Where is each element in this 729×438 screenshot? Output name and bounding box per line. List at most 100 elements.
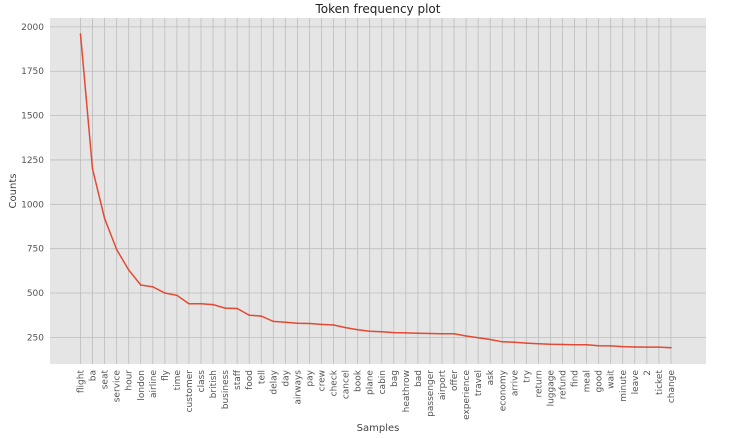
- x-tick-label: travel: [474, 370, 484, 396]
- data-point: [429, 332, 431, 335]
- data-point: [248, 314, 250, 317]
- x-tick-label: food: [245, 370, 255, 390]
- x-axis-label: Samples: [357, 423, 400, 434]
- data-point: [417, 332, 419, 335]
- data-point: [441, 332, 443, 335]
- x-tick-label: plane: [366, 370, 376, 395]
- data-points: [79, 33, 672, 349]
- data-point: [597, 344, 600, 347]
- x-tick-label: economy: [498, 369, 508, 411]
- data-point: [176, 294, 178, 297]
- x-tick-label: ba: [89, 370, 99, 381]
- data-point: [501, 341, 504, 343]
- x-tick-label: heathrow: [402, 370, 412, 412]
- x-tick-label: tell: [257, 370, 267, 384]
- data-point: [296, 322, 299, 324]
- series-line: [79, 33, 672, 349]
- data-point: [525, 342, 528, 344]
- data-point: [260, 315, 263, 317]
- data-point: [200, 302, 202, 305]
- x-tick-label: class: [197, 370, 207, 393]
- x-tick-label: customer: [185, 370, 195, 413]
- data-point: [139, 284, 142, 286]
- data-point: [465, 335, 467, 337]
- data-point: [164, 292, 166, 294]
- data-point: [91, 168, 94, 170]
- x-tick-label: crew: [318, 370, 328, 391]
- data-point: [646, 346, 648, 348]
- data-point: [236, 307, 238, 310]
- data-point: [405, 332, 407, 334]
- y-tick-label: 1500: [21, 112, 44, 122]
- x-tick-label: check: [330, 369, 340, 396]
- data-point: [344, 326, 347, 329]
- x-tick-label: book: [354, 369, 364, 392]
- x-tick-label: pay: [305, 369, 315, 386]
- data-point: [634, 346, 636, 348]
- data-point: [152, 286, 154, 288]
- y-axis-label: Counts: [8, 174, 19, 209]
- x-tick-label: fly: [161, 369, 171, 381]
- x-tick-label: delay: [269, 369, 279, 394]
- data-point: [368, 330, 371, 332]
- data-point: [284, 321, 287, 324]
- plot-area: [50, 18, 706, 364]
- data-point: [224, 307, 226, 309]
- x-tick-label: business: [221, 370, 231, 410]
- x-tick-label: seat: [101, 370, 111, 390]
- x-tick-label: leave: [631, 370, 641, 395]
- chart-title: Token frequency plot: [315, 2, 441, 16]
- data-point: [658, 346, 660, 348]
- x-tick-label: offer: [450, 370, 460, 391]
- x-tick-label: staff: [233, 369, 243, 390]
- data-point: [453, 333, 455, 335]
- y-tick-label: 1000: [21, 200, 44, 210]
- data-point: [188, 302, 190, 305]
- data-point: [549, 343, 552, 346]
- data-point: [308, 322, 311, 325]
- data-point: [356, 328, 359, 331]
- x-tick-label: arrive: [510, 370, 520, 397]
- x-tick-label: cabin: [378, 370, 388, 394]
- data-point: [513, 341, 516, 343]
- data-point: [212, 303, 214, 306]
- x-tick-label: wait: [607, 370, 617, 389]
- x-tick-label: minute: [619, 370, 629, 402]
- x-tick-label: refund: [559, 370, 569, 399]
- x-tick-label: ticket: [655, 370, 665, 395]
- y-tick-label: 2000: [21, 23, 44, 33]
- x-tick-label: cancel: [342, 370, 352, 399]
- x-gridlines: [80, 18, 672, 364]
- x-tick-label: luggage: [546, 370, 556, 407]
- x-tick-label: meal: [583, 370, 593, 392]
- data-point: [79, 33, 82, 35]
- data-point: [115, 248, 118, 251]
- x-tick-label: passenger: [426, 370, 436, 417]
- y-tick-labels: 250 500 750 1000 1250 1500 1750 2000: [21, 23, 44, 344]
- x-tick-label: change: [667, 370, 677, 404]
- x-tick-label: airways: [293, 370, 303, 405]
- x-tick-label: london: [137, 370, 147, 401]
- data-point: [573, 343, 576, 346]
- x-tick-label: experience: [462, 370, 472, 420]
- x-tick-label: day: [281, 369, 291, 386]
- x-tick-label: find: [571, 370, 581, 387]
- x-tick-label: time: [173, 370, 183, 391]
- data-point: [670, 346, 672, 349]
- x-tick-label: try: [522, 369, 532, 382]
- y-gridlines: [50, 26, 706, 338]
- data-point: [477, 336, 479, 339]
- x-tick-label: 2: [643, 370, 653, 376]
- data-point: [127, 269, 130, 271]
- x-tick-label: hour: [125, 370, 135, 391]
- x-tick-label: bag: [390, 370, 400, 387]
- x-tick-label: flight: [77, 370, 87, 394]
- y-tick-label: 250: [27, 333, 44, 343]
- data-point: [621, 345, 624, 348]
- y-tick-label: 1250: [21, 156, 44, 166]
- data-point: [332, 324, 335, 326]
- x-tick-label: service: [113, 370, 123, 403]
- data-point: [393, 331, 395, 334]
- data-point: [320, 323, 323, 326]
